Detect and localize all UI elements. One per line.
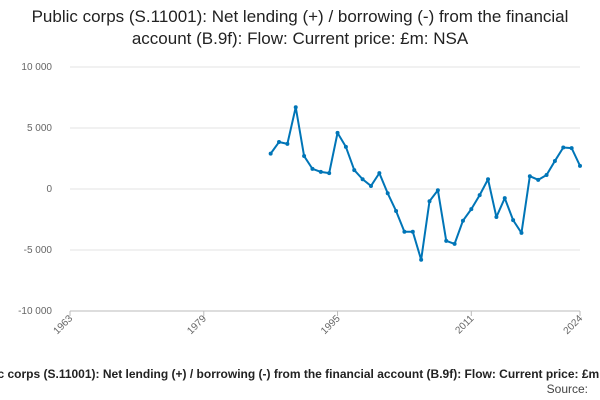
point <box>360 177 365 182</box>
x-tick-label: 1995 <box>319 313 343 337</box>
point <box>569 146 574 151</box>
point <box>511 218 516 223</box>
point <box>310 166 315 171</box>
point <box>377 171 382 176</box>
line <box>269 106 581 261</box>
point <box>368 183 373 188</box>
point <box>285 141 290 146</box>
point <box>427 199 432 204</box>
point <box>469 207 474 212</box>
point <box>578 163 582 168</box>
point <box>343 144 348 149</box>
point <box>302 154 307 159</box>
y-tick-label: 10 000 <box>21 62 52 73</box>
point <box>410 229 415 234</box>
y-tick-label: -10 000 <box>18 306 52 317</box>
source: Source: <box>547 382 588 396</box>
point <box>561 145 566 150</box>
point <box>444 238 449 243</box>
point <box>502 196 507 201</box>
point <box>402 229 407 234</box>
point <box>527 174 532 179</box>
footer-title: Public corps (S.11001): Net lending (+) … <box>0 367 600 381</box>
point <box>394 208 399 213</box>
x-tick-label: 2011 <box>453 313 476 336</box>
point <box>352 168 357 173</box>
point <box>419 257 424 262</box>
point <box>477 193 482 198</box>
point <box>460 218 465 223</box>
point <box>268 151 273 156</box>
point <box>536 177 541 182</box>
chart-title: Public corps (S.11001): Net lending (+) … <box>31 7 569 48</box>
point <box>335 130 340 135</box>
point <box>293 105 298 110</box>
point <box>486 177 491 182</box>
x-tick-label: 1979 <box>185 313 209 337</box>
point <box>519 230 524 235</box>
x-tick-label: 1963 <box>52 313 76 337</box>
point <box>494 215 499 220</box>
point <box>318 169 323 174</box>
point <box>544 172 549 177</box>
point <box>277 140 282 145</box>
point <box>435 188 440 193</box>
y-tick-label: 0 <box>46 184 52 195</box>
y-tick-label: 5 000 <box>27 123 52 134</box>
x-tick-label: 2024 <box>562 313 586 337</box>
point <box>452 241 457 246</box>
point <box>552 158 557 163</box>
point <box>327 171 332 176</box>
point <box>385 191 390 196</box>
y-tick-label: -5 000 <box>24 245 53 256</box>
